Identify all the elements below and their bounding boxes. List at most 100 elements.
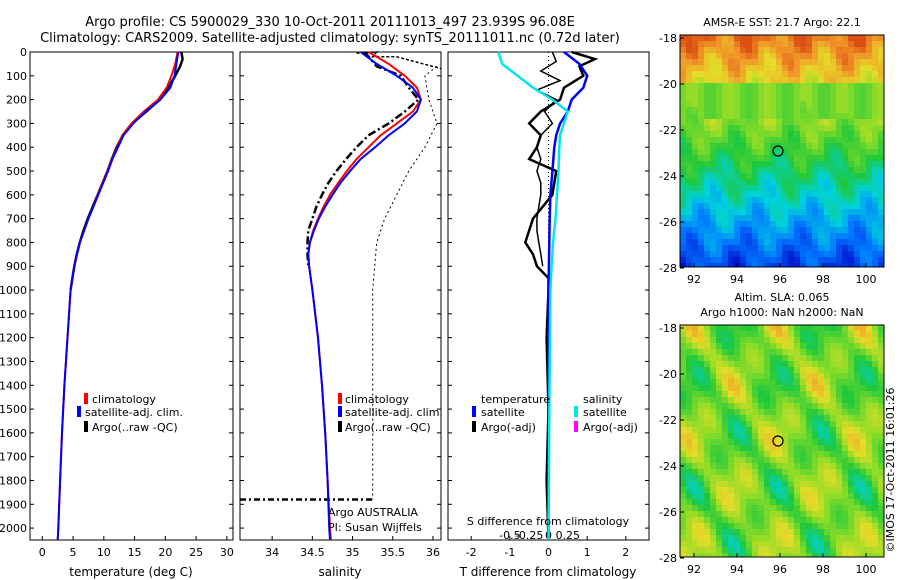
sst-cell [716, 245, 723, 252]
sst-cell [746, 227, 753, 234]
sla-cell [824, 343, 831, 350]
sla-cell [746, 403, 753, 410]
sla-cell [806, 487, 813, 494]
sla-cell [740, 469, 747, 476]
sla-cell [722, 499, 729, 506]
sst-cell [788, 245, 795, 252]
sst-cell [692, 107, 699, 114]
sla-cell [788, 535, 795, 542]
sst-cell [806, 179, 813, 186]
sla-cell [812, 529, 819, 536]
sla-cell [770, 361, 777, 368]
sla-cell [770, 409, 777, 416]
sst-cell [860, 251, 867, 258]
sst-cell [704, 239, 711, 246]
sla-cell [782, 505, 789, 512]
sst-cell [722, 131, 729, 138]
sla-cell [854, 427, 861, 434]
sst-cell [746, 101, 753, 108]
sla-cell [806, 325, 813, 332]
sla-cell [698, 463, 705, 470]
sla-cell [716, 469, 723, 476]
sla-cell [824, 541, 831, 548]
sst-cell [746, 143, 753, 150]
sst-cell [740, 203, 747, 210]
sla-cell [692, 427, 699, 434]
sst-cell [764, 53, 771, 60]
sst-cell [818, 251, 825, 258]
sla-cell [704, 475, 711, 482]
sla-cell [860, 517, 867, 524]
sla-cell [872, 373, 879, 380]
sst-cell [818, 125, 825, 132]
sla-cell [878, 463, 884, 470]
sla-cell [806, 523, 813, 530]
sla-cell [782, 427, 789, 434]
sst-cell [692, 125, 699, 132]
sst-cell [734, 233, 741, 240]
sla-cell [758, 547, 765, 554]
sla-cell [848, 493, 855, 500]
sla-cell [734, 427, 741, 434]
sst-cell [716, 257, 723, 264]
sst-cell [770, 257, 777, 264]
sst-cell [788, 77, 795, 84]
sst-cell [806, 191, 813, 198]
sst-cell [854, 173, 861, 180]
sla-cell [692, 541, 699, 548]
sst-cell [782, 53, 789, 60]
sst-cell [860, 71, 867, 78]
sst-cell [872, 221, 879, 228]
sla-cell [680, 517, 687, 524]
sst-cell [824, 89, 831, 96]
depth-tick-label: 1700 [0, 451, 27, 464]
sst-cell [758, 107, 765, 114]
sst-cell [800, 227, 807, 234]
sla-cell [752, 343, 759, 350]
sla-cell [866, 367, 873, 374]
sla-cell [758, 451, 765, 458]
sst-cell [770, 245, 777, 252]
sla-cell [860, 547, 867, 554]
sla-cell [824, 463, 831, 470]
sst-cell [800, 203, 807, 210]
sla-cell [878, 481, 884, 488]
sla-cell [698, 409, 705, 416]
sst-cell [698, 215, 705, 222]
sst-cell [710, 125, 717, 132]
sla-cell [716, 409, 723, 416]
sla-cell [824, 553, 831, 557]
depth-tick-label: 1100 [0, 308, 27, 321]
sst-cell [680, 245, 687, 252]
sla-cell [728, 457, 735, 464]
sst-cell [782, 263, 789, 267]
sst-cell [758, 197, 765, 204]
sst-cell [776, 101, 783, 108]
sst-cell [830, 137, 837, 144]
x-tick-label: 30 [220, 546, 234, 559]
sst-cell [746, 251, 753, 258]
sla-cell [692, 523, 699, 530]
sla-cell [788, 379, 795, 386]
sst-cell [830, 131, 837, 138]
sst-cell [818, 203, 825, 210]
sst-cell [680, 131, 687, 138]
sst-cell [698, 65, 705, 72]
series-line-t-satellite [547, 51, 589, 540]
sla-cell [842, 403, 849, 410]
depth-tick-label: 900 [6, 260, 27, 273]
sla-cell [872, 403, 879, 410]
sla-cell [716, 463, 723, 470]
sst-cell [830, 221, 837, 228]
sla-cell [800, 373, 807, 380]
sst-cell [884, 47, 891, 54]
sst-cell [782, 173, 789, 180]
sst-cell [878, 107, 884, 114]
sst-cell [848, 197, 855, 204]
sla-cell [848, 445, 855, 452]
sla-cell [806, 469, 813, 476]
depth-tick-label: 1900 [0, 498, 27, 511]
legend-label-t-argo: Argo(-adj) [481, 421, 536, 434]
sst-cell [728, 263, 735, 267]
sla-cell [722, 379, 729, 386]
